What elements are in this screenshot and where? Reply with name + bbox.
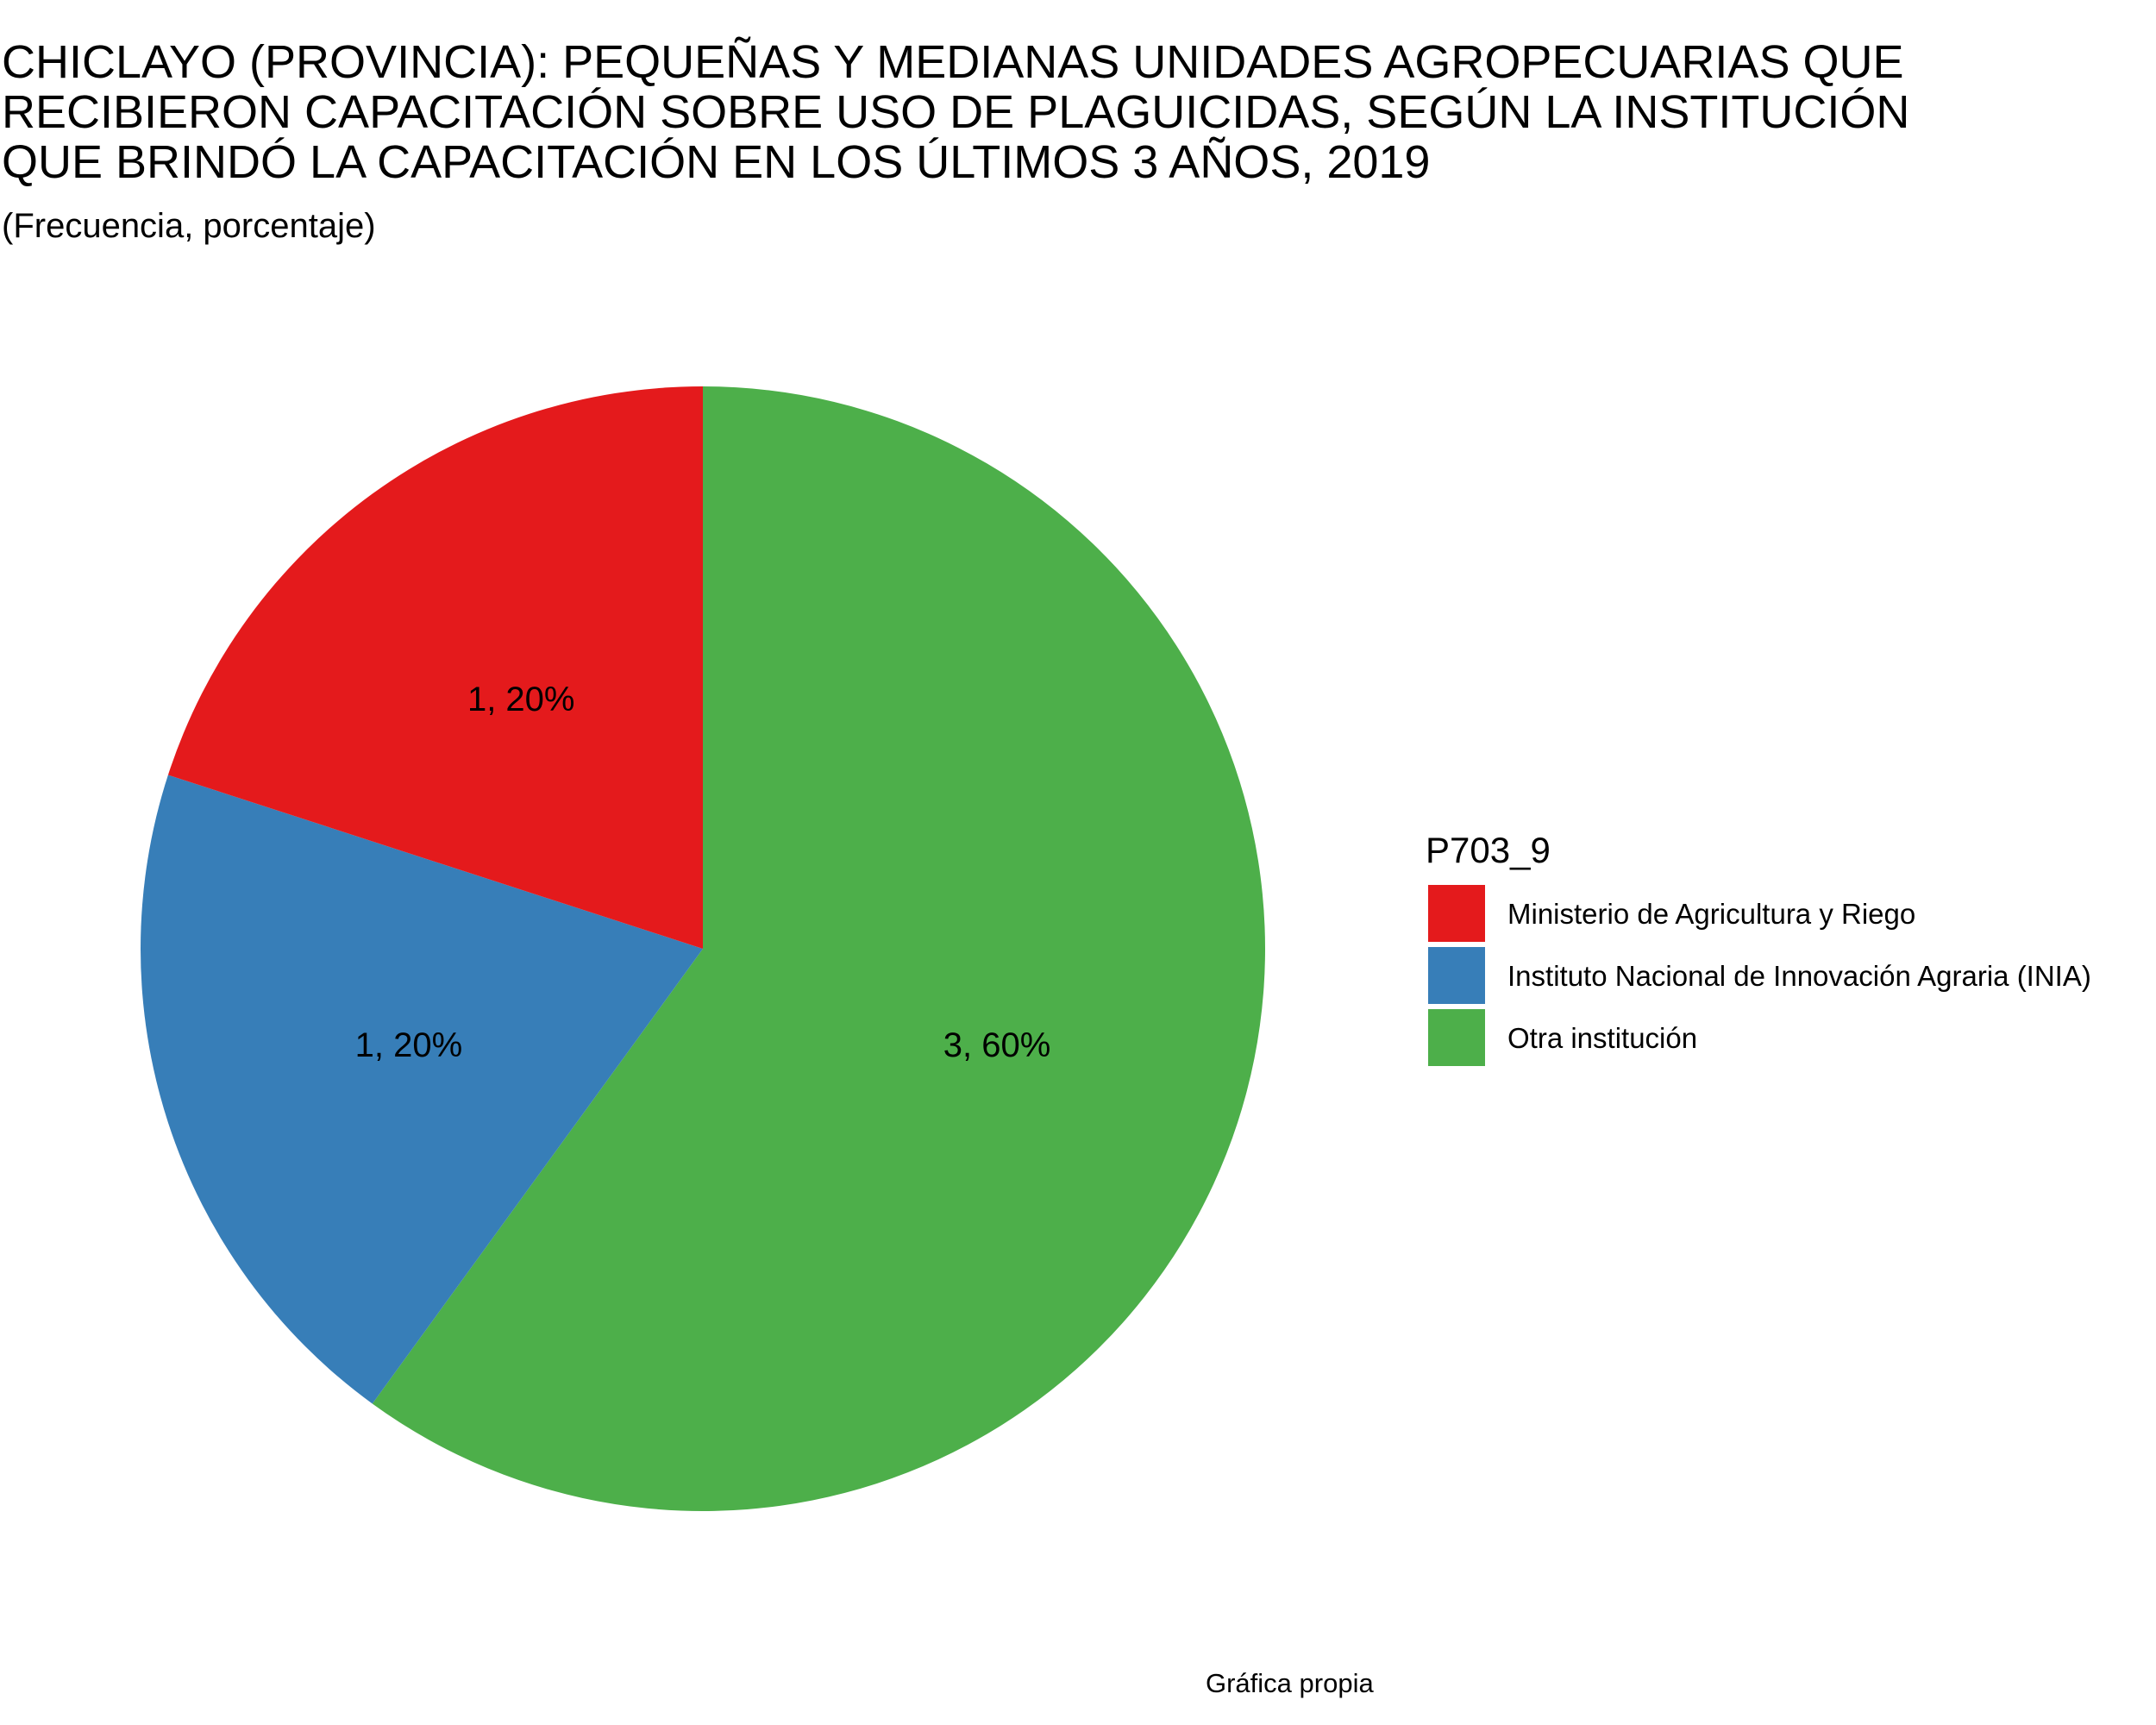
legend-label-1: Ministerio de Agricultura y Riego [1507,898,1915,930]
chart-title: CHICLAYO (PROVINCIA): PEQUEÑAS Y MEDIANA… [2,36,1909,188]
pie-slices [140,386,1265,1511]
legend-swatch-1 [1428,885,1485,942]
legend-label-3: Otra institución [1507,1022,1697,1054]
pie-slice-1 [167,386,704,949]
legend-swatch-2 [1428,947,1485,1004]
pie-slice-2 [140,775,704,1404]
legend-label-2: Instituto Nacional de Innovación Agraria… [1507,960,2091,992]
slice-label-2: 1, 20% [355,1026,463,1064]
pie-slice-labels: 3, 60% 1, 20% 1, 20% [355,681,1051,1064]
legend-title: P703_9 [1426,830,1551,870]
title-line-3: QUE BRINDÓ LA CAPACITACIÓN EN LOS ÚLTIMO… [2,136,1430,188]
slice-label-1: 1, 20% [467,681,575,718]
slice-label-3: 3, 60% [943,1026,1051,1064]
legend: P703_9 Ministerio de Agricultura y Riego… [1426,830,2091,1066]
title-line-1: CHICLAYO (PROVINCIA): PEQUEÑAS Y MEDIANA… [2,36,1903,88]
legend-items: Ministerio de Agricultura y Riego Institu… [1428,885,2091,1066]
chart-caption: Gráfica propia [1206,1668,1374,1698]
title-line-2: RECIBIERON CAPACITACIÓN SOBRE USO DE PLA… [2,86,1909,138]
legend-swatch-3 [1428,1009,1485,1066]
chart-subtitle: (Frecuencia, porcentaje) [2,207,376,245]
pie-slice-3 [372,386,1265,1511]
